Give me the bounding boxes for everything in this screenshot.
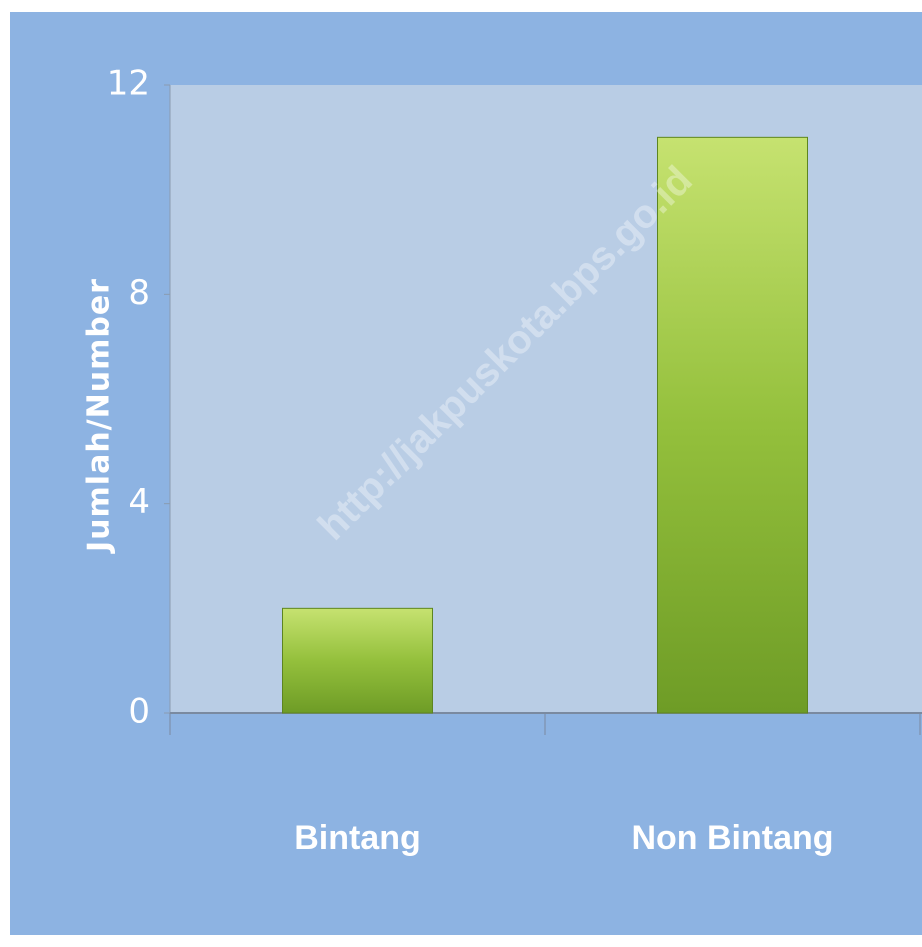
bar — [657, 136, 808, 714]
x-tick-label: Non Bintang — [631, 819, 833, 857]
x-tick-label: Bintang — [294, 819, 421, 857]
y-tick-label: 0 — [128, 692, 150, 732]
y-axis-label: Jumlah/Number — [82, 278, 117, 554]
y-tick-label: 12 — [107, 64, 150, 104]
bar — [282, 607, 433, 714]
y-tick-label: 8 — [128, 273, 150, 313]
y-tick-label: 4 — [128, 482, 150, 522]
